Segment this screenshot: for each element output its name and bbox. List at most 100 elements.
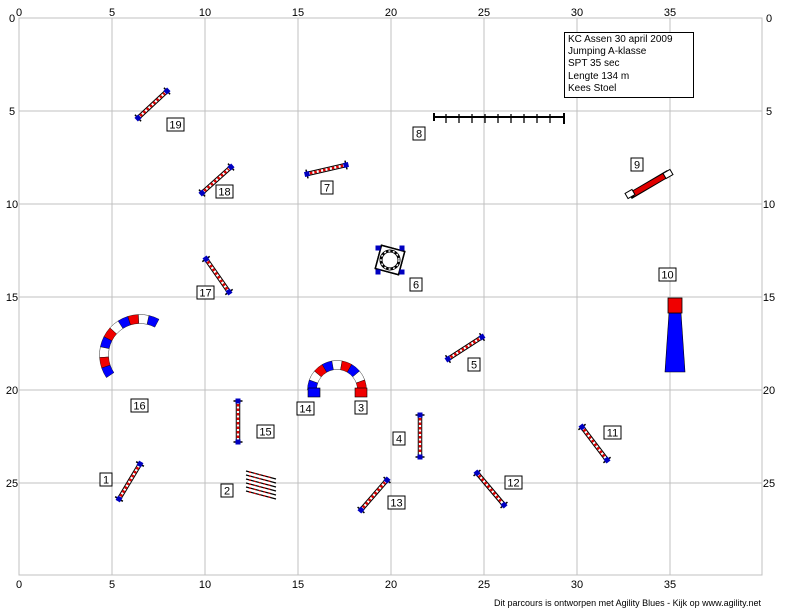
axis-tick-right: 25 — [763, 478, 775, 490]
obstacle-number-label: 15 — [256, 424, 275, 439]
axis-tick-top: 10 — [199, 7, 211, 19]
tire-ring — [379, 249, 401, 271]
obstacle-number-text: 16 — [133, 401, 145, 413]
obstacle-number-text: 4 — [396, 434, 402, 446]
axis-tick-left: 0 — [9, 13, 15, 25]
tire-obstacle — [374, 244, 406, 276]
jump-bar-stripes — [119, 465, 140, 498]
obstacle-number-text: 3 — [358, 403, 364, 415]
obstacle-number-box — [354, 400, 368, 415]
tunnel-segment — [99, 346, 110, 358]
jump-obstacle — [444, 332, 486, 364]
jump-bar-stripes — [139, 92, 166, 117]
info-line-spt: SPT 35 sec — [568, 58, 620, 70]
axis-tick-right: 10 — [763, 199, 775, 211]
tunnel-segment — [138, 314, 150, 325]
jump-post — [136, 460, 144, 468]
info-line-event: KC Assen 30 april 2009 — [568, 34, 673, 45]
axis-tick-right: 5 — [766, 106, 772, 118]
axis-tick-bottom: 30 — [571, 579, 583, 591]
jump-post — [134, 114, 142, 122]
obstacle-number-label: 17 — [196, 285, 215, 300]
obstacle-number-label: 8 — [412, 126, 426, 141]
tunnel-end-14 — [307, 387, 321, 398]
obstacle-number-box — [320, 180, 334, 195]
jump-bar-stripes — [582, 428, 607, 459]
jump-post — [163, 87, 171, 95]
obstacle-number-label: 11 — [603, 425, 622, 440]
axis-tick-top: 5 — [109, 7, 115, 19]
jump-post — [227, 163, 235, 171]
jump-post — [115, 495, 123, 503]
obstacle-number-box — [196, 285, 215, 300]
tire-post — [399, 269, 405, 275]
jump-bar-stripes — [309, 164, 344, 175]
brush-hurdle-rail — [245, 470, 277, 480]
obstacle-number-label: 6 — [409, 277, 423, 292]
axis-tick-right: 0 — [766, 13, 772, 25]
axis-tick-right: 20 — [763, 385, 775, 397]
obstacle-number-box — [256, 424, 275, 439]
info-line-class: Jumping A-klasse — [568, 46, 647, 58]
obstacle-number-box — [99, 472, 113, 487]
obstacle-number-label: 4 — [392, 431, 406, 446]
axis-tick-top: 35 — [664, 7, 676, 19]
jump-post — [383, 476, 391, 484]
brush-hurdle-stripes — [248, 471, 274, 479]
obstacle-number-label: 2 — [220, 483, 234, 498]
jump-bar-stripes — [206, 260, 229, 291]
obstacle-number-text: 13 — [390, 498, 402, 510]
info-line-length: Lengte 134 m — [568, 70, 630, 82]
long-tunnel-entry — [667, 297, 683, 314]
jump-bar-base — [306, 163, 347, 176]
wall-obstacle — [624, 168, 674, 200]
long-tunnel-body — [664, 312, 686, 373]
obstacle-number-box — [220, 483, 234, 498]
jump-bar-base — [117, 463, 142, 500]
brush-hurdle-stripes — [248, 483, 274, 491]
jump-obstacle — [357, 476, 391, 514]
obstacle-number-text: 2 — [224, 486, 230, 498]
wall-body — [631, 172, 668, 197]
obstacle-number-box — [630, 157, 644, 172]
axis-tick-left: 15 — [6, 292, 18, 304]
axis-tick-left: 10 — [6, 199, 18, 211]
obstacle-number-label: 9 — [630, 157, 644, 172]
tunnel-segment — [101, 364, 115, 378]
tire-post — [375, 245, 381, 251]
axis-tick-bottom: 15 — [292, 579, 304, 591]
brush-hurdle-rail — [245, 478, 277, 488]
obstacle-number-text: 12 — [507, 478, 519, 490]
axis-tick-bottom: 5 — [109, 579, 115, 591]
info-line-judge: Kees Stoel — [568, 82, 617, 94]
brush-hurdle-stripes — [248, 491, 274, 499]
axis-tick-top: 25 — [478, 7, 490, 19]
axis-tick-bottom: 25 — [478, 579, 490, 591]
obstacle-number-label: 16 — [130, 398, 149, 413]
axis-tick-left: 5 — [9, 106, 15, 118]
obstacle-number-text: 14 — [299, 404, 311, 416]
obstacle-number-text: 10 — [661, 270, 673, 282]
obstacle-number-text: 1 — [103, 475, 109, 487]
wall-tower — [624, 188, 636, 200]
tunnel-14-3 — [307, 360, 367, 391]
obstacle-number-box — [467, 357, 481, 372]
jump-bar-base — [204, 258, 231, 293]
jump-obstacle — [304, 160, 349, 179]
axis-tick-left: 20 — [6, 385, 18, 397]
jump-bar-stripes — [362, 481, 386, 509]
brush-hurdle-base — [245, 467, 277, 495]
obstacle-number-box — [504, 475, 523, 490]
obstacle-number-label: 12 — [504, 475, 523, 490]
jump-bar-stripes — [203, 168, 230, 192]
tunnel-segment — [146, 315, 160, 328]
jump-post — [478, 333, 486, 341]
tunnel-end-3 — [354, 387, 368, 398]
obstacle-number-box — [215, 184, 234, 199]
axis-tick-top: 30 — [571, 7, 583, 19]
obstacle-number-label: 1 — [99, 472, 113, 487]
axis-tick-top: 0 — [16, 7, 22, 19]
tire-ring-stripes — [380, 250, 400, 270]
